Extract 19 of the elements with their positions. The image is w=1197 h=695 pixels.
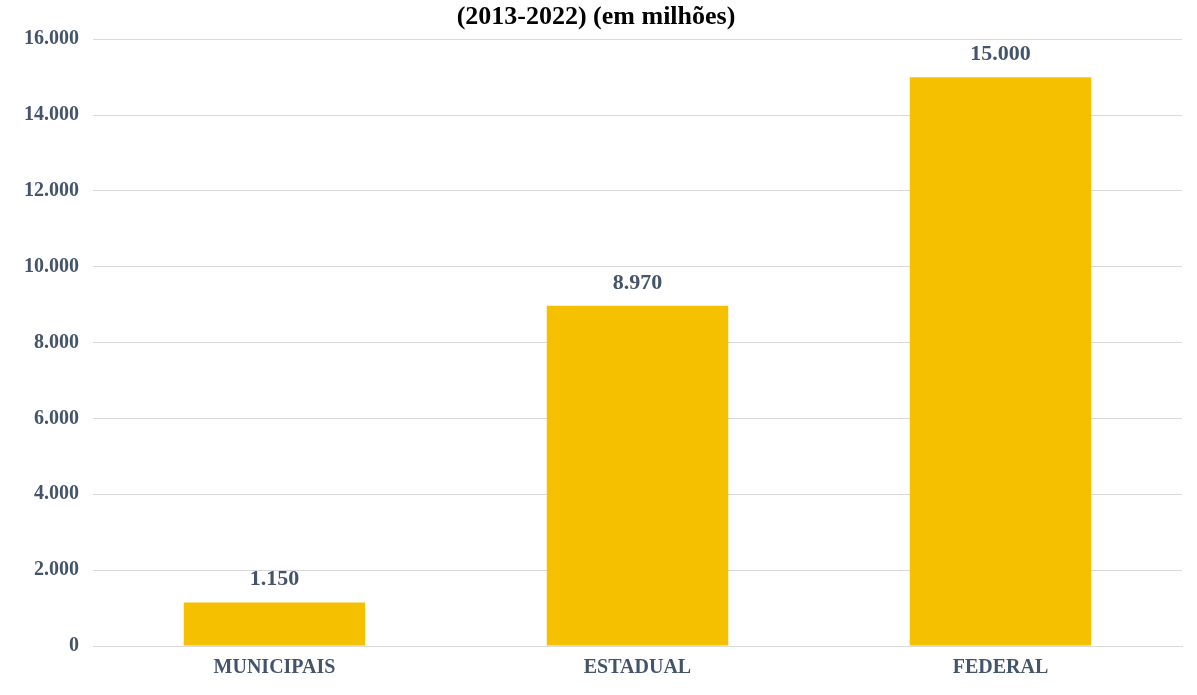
bar (546, 305, 729, 646)
y-tick-label: 12.000 (24, 178, 79, 201)
y-tick-label: 8.000 (34, 329, 79, 352)
bar (183, 602, 366, 646)
x-tick-label: FEDERAL (952, 655, 1049, 678)
bar (909, 77, 1092, 646)
data-label: 15.000 (970, 39, 1031, 65)
y-tick-label: 16.000 (24, 26, 79, 49)
x-tick-label: MUNICIPAIS (213, 655, 336, 678)
chart-title: (2013-2022) (em milhões) (456, 1, 736, 31)
y-tick-label: 0 (69, 633, 79, 656)
data-label: 8.970 (612, 268, 663, 294)
y-tick-label: 14.000 (24, 102, 79, 125)
y-tick-label: 6.000 (34, 405, 79, 428)
y-tick-label: 4.000 (34, 481, 79, 504)
y-tick-label: 10.000 (24, 253, 79, 276)
data-label: 1.150 (249, 565, 300, 591)
y-tick-label: 2.000 (34, 557, 79, 580)
x-tick-label: ESTADUAL (583, 655, 692, 678)
